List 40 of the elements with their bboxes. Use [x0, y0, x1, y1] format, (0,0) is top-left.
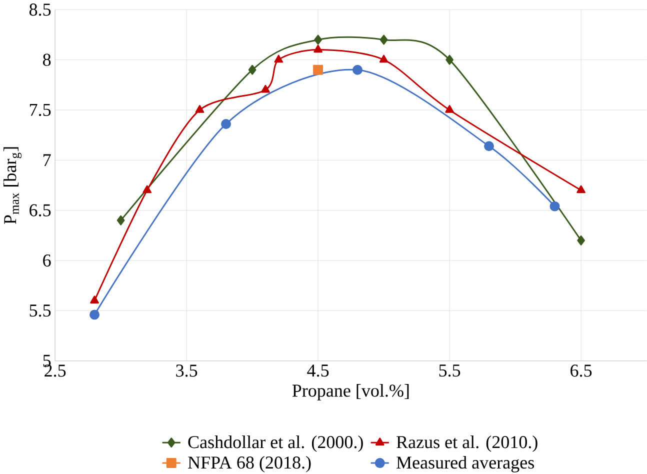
point: [380, 34, 388, 45]
point: [248, 64, 256, 75]
point: [261, 84, 270, 93]
y-tick-label: 7.5: [30, 104, 51, 116]
point: [484, 140, 494, 151]
point: [446, 54, 454, 65]
point: [274, 54, 284, 63]
point: [142, 185, 152, 193]
x-axis-title: Propane [vol.%]: [292, 384, 409, 400]
point: [90, 310, 100, 320]
y-axis-title: P$_{max}$ [bar$_{g}$]: [4, 147, 22, 224]
y-tick-label: 6: [43, 254, 51, 266]
point: [379, 54, 388, 63]
x-tick-label: 3.5: [176, 364, 198, 377]
point: [576, 185, 586, 193]
point: [314, 34, 322, 45]
point: [90, 295, 99, 304]
point: [445, 104, 454, 113]
point: [313, 64, 324, 75]
point: [221, 118, 231, 129]
x-tick-label: 4.5: [307, 364, 329, 377]
legend-label: Cashdollar et al. (2000.): [188, 435, 363, 452]
legend-label: NFPA 68 (2018.): [188, 456, 311, 472]
y-tick-label: 5.5: [30, 304, 51, 317]
y-tick-label: 5: [43, 354, 51, 367]
legend-label: Measured averages: [396, 456, 534, 472]
y-tick-label: 6.5: [30, 204, 51, 216]
point: [314, 44, 322, 52]
point: [116, 215, 125, 226]
x-tick-label: 5.5: [439, 364, 460, 376]
x-tick-label: 6.5: [570, 364, 592, 377]
legend-label: Razus et al. (2010.): [396, 435, 538, 452]
y-tick-label: 8.5: [29, 3, 51, 16]
point: [195, 104, 204, 113]
y-tick-label: 8: [42, 54, 51, 66]
point: [550, 201, 560, 212]
point: [352, 64, 362, 75]
x-tick-label: 2.5: [44, 364, 66, 377]
y-tick-label: 7: [43, 154, 51, 166]
point: [577, 235, 585, 246]
